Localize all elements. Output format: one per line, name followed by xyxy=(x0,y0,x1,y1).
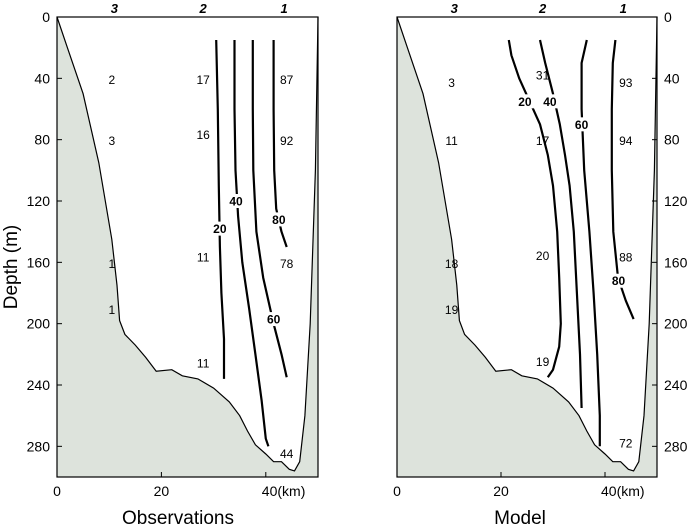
x-tick-label: 40(km) xyxy=(601,483,645,499)
value-label: 44 xyxy=(280,447,294,461)
contour-line-60 xyxy=(251,40,288,378)
contour-label-gap xyxy=(609,273,628,288)
value-label: 3 xyxy=(108,134,115,148)
panel-model: 20 40 60 80 3 11 18 19 31 17 20 19 93 94 88 72 3 2 1 0 40 80 1… xyxy=(393,1,687,529)
value-label: 16 xyxy=(196,128,210,142)
contour-label-80: 80 xyxy=(612,274,626,288)
y-tick-label: 280 xyxy=(664,438,688,454)
value-label: 87 xyxy=(280,73,294,87)
y-tick-label: 200 xyxy=(27,316,51,332)
station-label: 2 xyxy=(538,1,547,16)
contour-label-gap xyxy=(540,94,559,109)
contour-label-80: 80 xyxy=(272,213,286,227)
panel-title: Model xyxy=(494,508,546,529)
y-tick-label: 40 xyxy=(664,70,680,86)
y-tick-label: 0 xyxy=(42,9,50,25)
seafloor-line xyxy=(56,16,319,472)
value-label: 20 xyxy=(536,249,550,263)
seafloor-shading xyxy=(57,17,318,477)
value-label: 92 xyxy=(280,134,294,148)
y-tick-label: 80 xyxy=(664,132,680,148)
contour-label-gap xyxy=(572,117,591,132)
seafloor-line xyxy=(396,16,658,472)
contour-label-40: 40 xyxy=(229,195,243,209)
x-tick-label: 0 xyxy=(53,483,61,499)
contour-label-60: 60 xyxy=(267,313,281,327)
y-tick-label: 0 xyxy=(664,9,672,25)
value-label: 11 xyxy=(445,134,458,148)
value-label: 94 xyxy=(619,134,633,148)
y-tick-label: 280 xyxy=(27,438,51,454)
value-label: 17 xyxy=(196,73,210,87)
value-label: 88 xyxy=(619,251,633,265)
y-tick-label: 160 xyxy=(664,254,688,270)
contour-label-gap xyxy=(264,312,283,327)
contour-line-40 xyxy=(233,40,270,447)
contour-label-gap xyxy=(210,221,229,236)
panel-title: Observations xyxy=(122,508,234,529)
station-label: 3 xyxy=(111,1,119,16)
value-label: 2 xyxy=(108,73,115,87)
contour-label-gap xyxy=(227,194,246,208)
value-label: 11 xyxy=(197,357,210,371)
x-tick-label: 20 xyxy=(493,483,509,499)
contour-line-60 xyxy=(580,39,601,447)
value-label: 93 xyxy=(619,76,633,90)
contour-line-20 xyxy=(215,39,226,379)
contour-line-20 xyxy=(507,39,562,378)
x-tick-label: 20 xyxy=(154,483,170,499)
contour-label-gap xyxy=(269,212,288,227)
contour-line-80 xyxy=(610,39,635,320)
contour-label-60: 60 xyxy=(575,118,589,132)
value-label: 19 xyxy=(536,355,550,369)
value-label: 11 xyxy=(197,251,210,265)
y-tick-label: 160 xyxy=(27,254,51,270)
y-axis-title: Depth (m) xyxy=(1,225,22,309)
y-tick-label: 120 xyxy=(27,193,51,209)
value-label: 18 xyxy=(445,257,459,271)
y-tick-label: 80 xyxy=(34,132,50,148)
y-tick-label: 120 xyxy=(664,193,688,209)
contour-line-80 xyxy=(272,40,288,248)
value-label: 78 xyxy=(280,257,294,271)
value-label: 1 xyxy=(108,257,115,271)
seafloor-shading xyxy=(397,17,657,477)
station-label: 1 xyxy=(280,1,287,16)
value-label: 31 xyxy=(536,68,550,82)
contour-line-40 xyxy=(538,39,583,409)
contour-label-20: 20 xyxy=(213,222,227,236)
station-label: 3 xyxy=(451,1,459,16)
x-tick-label: 40(km) xyxy=(262,483,306,499)
station-label: 1 xyxy=(620,1,627,16)
y-tick-label: 240 xyxy=(664,377,688,393)
station-label: 2 xyxy=(199,1,208,16)
value-label: 17 xyxy=(536,134,550,148)
value-label: 19 xyxy=(445,303,459,317)
value-label: 72 xyxy=(619,436,633,450)
y-tick-label: 40 xyxy=(34,70,50,86)
value-label: 3 xyxy=(448,76,455,90)
contour-label-40: 40 xyxy=(543,95,557,109)
y-tick-label: 200 xyxy=(664,316,688,332)
contour-label-20: 20 xyxy=(518,95,532,109)
plot-frame xyxy=(396,16,658,478)
value-label: 1 xyxy=(108,303,115,317)
y-tick-label: 240 xyxy=(27,377,51,393)
contour-label-gap xyxy=(515,94,534,109)
plot-frame xyxy=(56,16,319,478)
x-tick-label: 0 xyxy=(393,483,401,499)
